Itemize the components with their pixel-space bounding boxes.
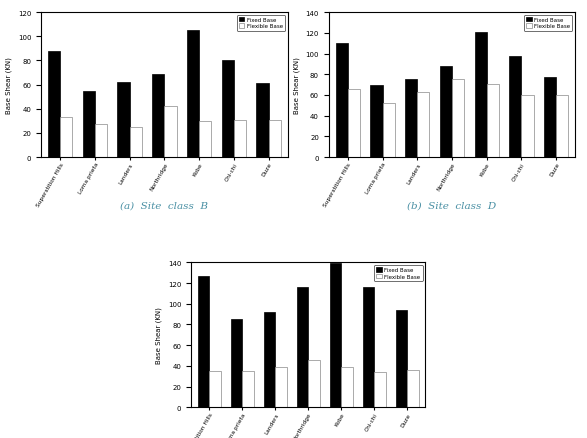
Bar xyxy=(374,372,386,407)
Bar xyxy=(474,33,487,158)
Bar xyxy=(383,104,394,158)
Bar xyxy=(330,264,341,407)
Bar xyxy=(440,67,452,158)
Bar xyxy=(164,107,177,158)
Bar xyxy=(348,89,360,158)
Y-axis label: Base Shear (KN): Base Shear (KN) xyxy=(6,57,12,114)
Legend: Fixed Base, Flexible Base: Fixed Base, Flexible Base xyxy=(374,265,423,281)
Bar xyxy=(60,118,72,158)
Y-axis label: Base Shear (KN): Base Shear (KN) xyxy=(294,57,300,114)
Bar xyxy=(405,80,417,158)
Bar xyxy=(257,84,268,158)
Bar xyxy=(222,61,234,158)
Bar xyxy=(363,288,374,407)
Bar xyxy=(231,320,242,407)
Bar xyxy=(336,44,348,158)
Y-axis label: Base Shear (KN): Base Shear (KN) xyxy=(156,307,162,364)
Bar xyxy=(264,312,275,407)
Bar xyxy=(556,96,568,158)
Bar xyxy=(242,371,254,407)
Bar xyxy=(521,96,534,158)
Bar xyxy=(275,367,286,407)
Bar xyxy=(117,83,130,158)
Bar xyxy=(130,127,142,158)
Bar xyxy=(152,74,164,158)
Bar xyxy=(341,367,353,407)
Text: (b)  Site  class  D: (b) Site class D xyxy=(407,201,497,211)
Bar xyxy=(452,80,464,158)
Bar xyxy=(83,92,95,158)
Bar xyxy=(198,276,209,407)
Bar xyxy=(308,360,320,407)
Bar xyxy=(417,93,430,158)
Bar xyxy=(370,85,383,158)
Bar xyxy=(544,78,556,158)
Text: (a)  Site  class  B: (a) Site class B xyxy=(120,201,208,211)
Bar xyxy=(234,120,246,158)
Bar xyxy=(268,120,281,158)
Bar xyxy=(296,288,308,407)
Bar xyxy=(487,85,499,158)
Bar xyxy=(510,57,521,158)
Bar xyxy=(396,310,407,407)
Bar xyxy=(199,122,211,158)
Bar xyxy=(187,31,199,158)
Legend: Fixed Base, Flexible Base: Fixed Base, Flexible Base xyxy=(237,16,285,32)
Legend: Fixed Base, Flexible Base: Fixed Base, Flexible Base xyxy=(524,16,572,32)
Bar xyxy=(209,371,221,407)
Bar xyxy=(95,125,107,158)
Bar xyxy=(407,370,419,407)
Bar xyxy=(48,52,60,158)
